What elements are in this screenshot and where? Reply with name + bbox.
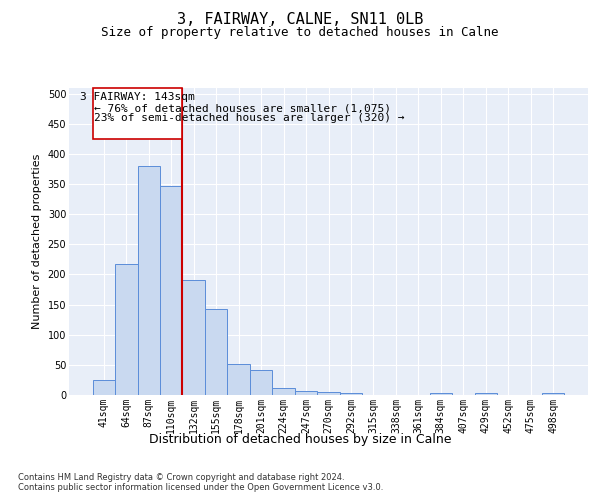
Bar (92, 88, 182, 138)
Text: Distribution of detached houses by size in Calne: Distribution of detached houses by size … (149, 432, 451, 446)
Bar (340, 393, 362, 395)
Text: 3 FAIRWAY: 143sqm: 3 FAIRWAY: 143sqm (80, 92, 195, 102)
Bar (205, 309, 227, 395)
Text: 23% of semi-detached houses are larger (320) →: 23% of semi-detached houses are larger (… (94, 114, 405, 124)
Bar (542, 393, 565, 395)
Bar (430, 393, 452, 395)
Bar (272, 388, 295, 395)
Text: 3, FAIRWAY, CALNE, SN11 0LB: 3, FAIRWAY, CALNE, SN11 0LB (177, 12, 423, 28)
Bar (182, 280, 205, 395)
Bar (227, 364, 250, 395)
Text: ← 76% of detached houses are smaller (1,075): ← 76% of detached houses are smaller (1,… (94, 103, 391, 113)
Bar (115, 264, 137, 395)
Bar (317, 392, 340, 395)
Text: Size of property relative to detached houses in Calne: Size of property relative to detached ho… (101, 26, 499, 39)
Text: Contains HM Land Registry data © Crown copyright and database right 2024.: Contains HM Land Registry data © Crown c… (18, 472, 344, 482)
Bar (160, 186, 182, 395)
Bar (295, 391, 317, 395)
Bar (92, 380, 115, 395)
Text: Contains public sector information licensed under the Open Government Licence v3: Contains public sector information licen… (18, 484, 383, 492)
Bar (475, 393, 497, 395)
Bar (137, 166, 160, 395)
Y-axis label: Number of detached properties: Number of detached properties (32, 154, 42, 329)
Bar (250, 370, 272, 395)
